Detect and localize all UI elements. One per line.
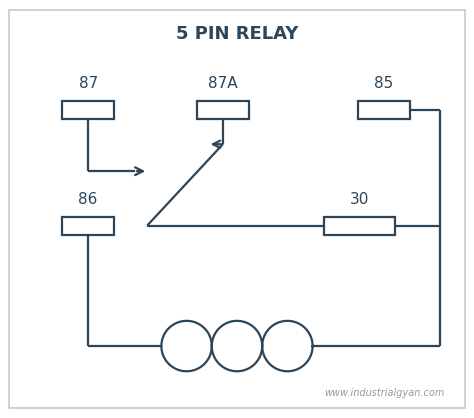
Text: www.industrialgyan.com: www.industrialgyan.com xyxy=(325,388,445,398)
Text: 87: 87 xyxy=(79,76,98,91)
Text: 30: 30 xyxy=(350,192,370,207)
Bar xyxy=(324,217,395,234)
Text: 5 PIN RELAY: 5 PIN RELAY xyxy=(176,25,298,43)
FancyBboxPatch shape xyxy=(9,10,465,408)
Bar xyxy=(62,217,114,234)
Text: 86: 86 xyxy=(78,192,98,207)
Bar xyxy=(197,101,249,119)
Text: 85: 85 xyxy=(374,76,393,91)
Text: 87A: 87A xyxy=(208,76,237,91)
Bar xyxy=(62,101,114,119)
Bar xyxy=(357,101,410,119)
